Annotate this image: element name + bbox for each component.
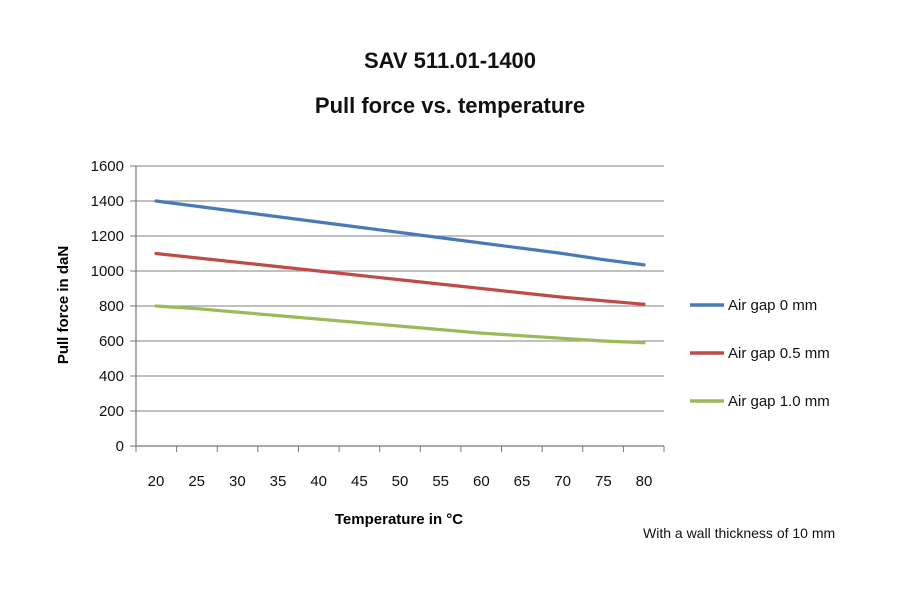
- gridlines: [136, 165, 664, 412]
- legend-label: Air gap 0 mm: [728, 297, 817, 314]
- legend-label: Air gap 1.0 mm: [728, 393, 830, 410]
- y-tick-label: 1200: [91, 228, 124, 245]
- wall-thickness-note: With a wall thickness of 10 mm: [643, 525, 836, 541]
- x-tick-label: 40: [310, 473, 327, 490]
- x-tick-labels: 20 25 30 35 40 45 50 55 60 65 70 75 80: [148, 473, 653, 490]
- y-tick-label: 800: [99, 298, 124, 315]
- axes: [130, 165, 665, 452]
- y-tick-label: 1400: [91, 193, 124, 210]
- x-tick-label: 65: [514, 473, 531, 490]
- y-tick-label: 1600: [91, 158, 124, 175]
- y-tick-labels: 0 200 400 600 800 1000 1200 1400 1600: [91, 158, 124, 455]
- x-tick-label: 35: [270, 473, 287, 490]
- y-tick-label: 600: [99, 333, 124, 350]
- x-tick-label: 30: [229, 473, 246, 490]
- x-tick-label: 20: [148, 473, 165, 490]
- series-line-2: [154, 251, 646, 306]
- chart-subtitle: Pull force vs. temperature: [314, 93, 586, 118]
- x-tick-label: 60: [473, 473, 490, 490]
- x-tick-label: 70: [554, 473, 571, 490]
- y-axis-label: Pull force in daN: [55, 246, 72, 364]
- chart-title: SAV 511.01-1400: [363, 48, 537, 73]
- y-tick-label: 1000: [91, 263, 124, 280]
- x-tick-label: 55: [432, 473, 449, 490]
- legend: Air gap 0 mm Air gap 0.5 mm Air gap 1.0 mm: [690, 297, 830, 410]
- x-tick-label: 75: [595, 473, 612, 490]
- series-line-3: [154, 304, 646, 345]
- series-lines: [154, 199, 646, 345]
- x-tick-label: 25: [188, 473, 205, 490]
- y-tick-label: 200: [99, 403, 124, 420]
- x-tick-label: 50: [392, 473, 409, 490]
- y-tick-label: 0: [116, 438, 124, 455]
- series-line-1: [154, 199, 646, 267]
- x-tick-label: 80: [636, 473, 653, 490]
- y-tick-label: 400: [99, 368, 124, 385]
- x-tick-label: 45: [351, 473, 368, 490]
- legend-label: Air gap 0.5 mm: [728, 345, 830, 362]
- x-axis-label: Temperature in °C: [335, 511, 463, 528]
